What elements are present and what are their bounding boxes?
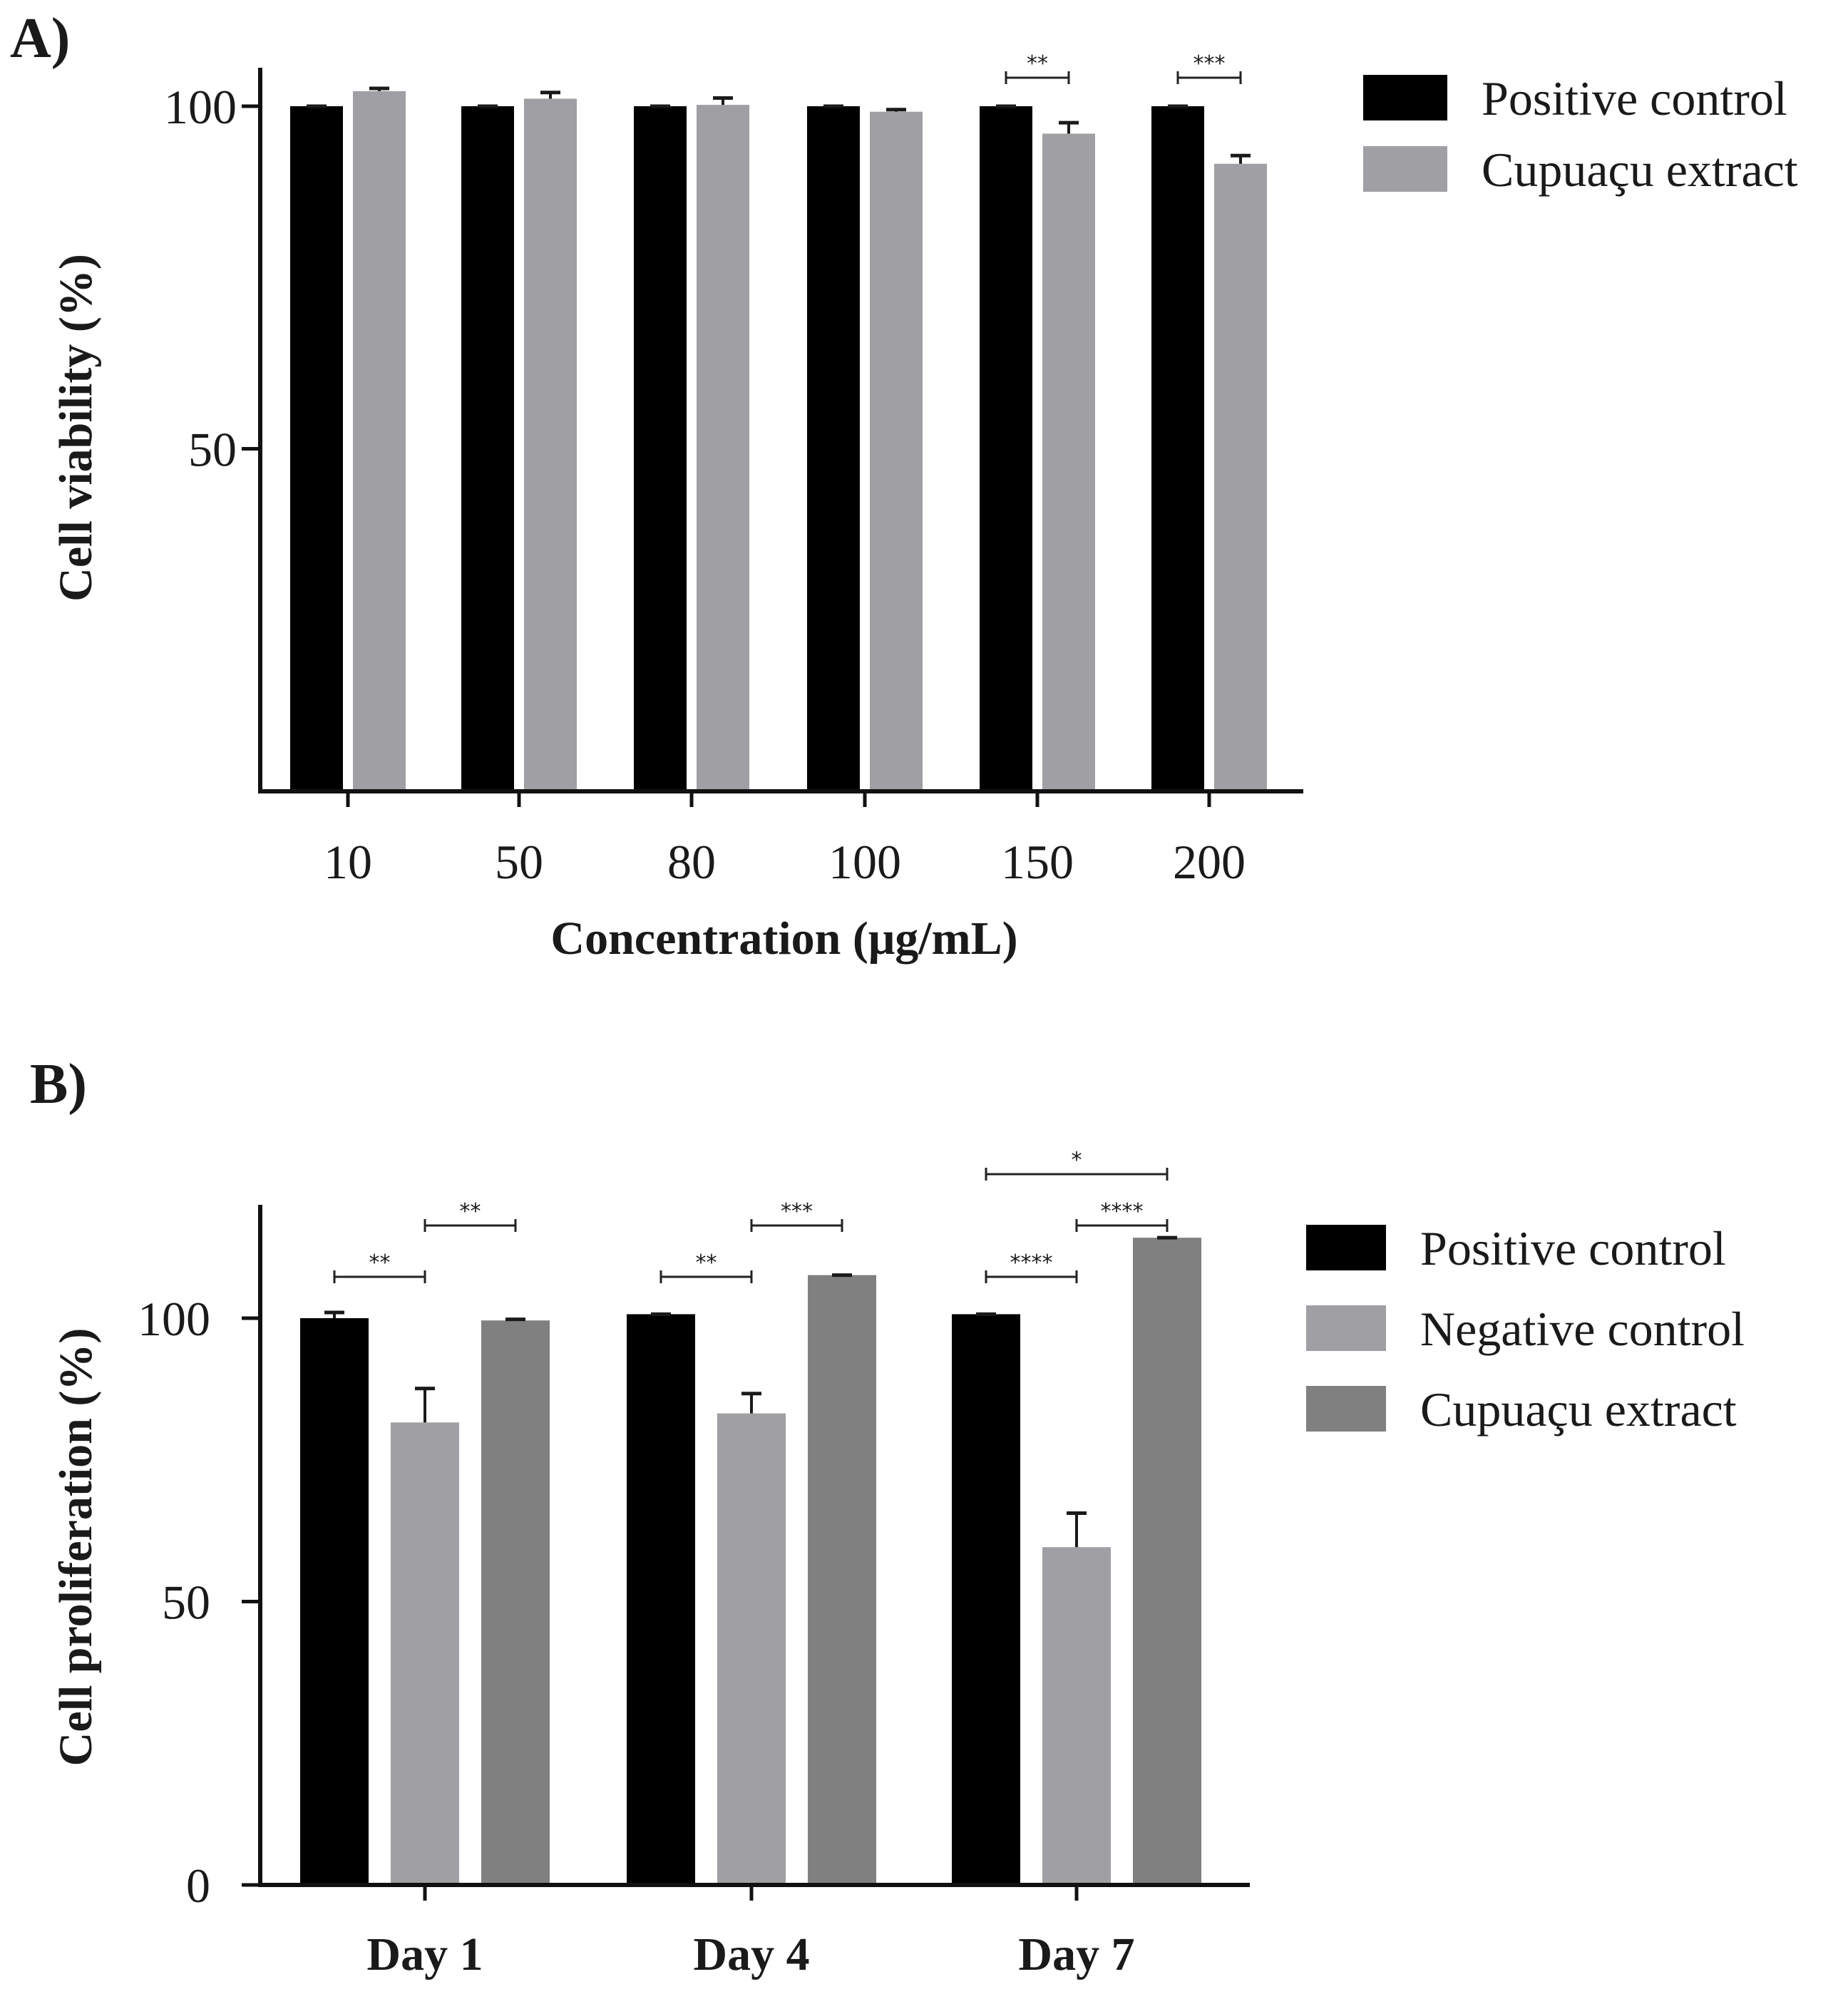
x-tick-label-2: 80 <box>667 835 716 889</box>
legend-label-1: Cupuaçu extract <box>1482 143 1798 197</box>
bar-cupua-u-extract-3 <box>870 111 923 792</box>
bar-positive-control-0 <box>290 106 343 791</box>
bar-positive-control-1 <box>627 1314 695 1885</box>
legend-label-0: Positive control <box>1482 71 1787 125</box>
legend-swatch-2 <box>1306 1386 1386 1432</box>
x-tick-label-3: 100 <box>828 835 901 889</box>
bar-positive-control-5 <box>1151 106 1204 791</box>
significance-label-1: *** <box>1194 51 1226 76</box>
bar-positive-control-1 <box>461 106 514 791</box>
bar-cupua-u-extract-2 <box>697 105 749 791</box>
bar-cupua-u-extract-5 <box>1214 163 1267 791</box>
bar-cupua-u-extract-1 <box>808 1275 876 1885</box>
legend-label-0: Positive control <box>1420 1221 1726 1275</box>
bar-cupua-u-extract-0 <box>481 1320 550 1885</box>
bar-cupua-u-extract-0 <box>353 91 406 791</box>
legend-swatch-0 <box>1363 75 1447 120</box>
panel-a: A) 50 100 10 50 80 100 150 200 Concentration (μg/… <box>10 7 1798 965</box>
x-tick-label-2: Day 7 <box>1018 1928 1134 1980</box>
bar-cupua-u-extract-1 <box>524 98 577 791</box>
legend-swatch-0 <box>1306 1225 1386 1270</box>
significance-label-0: ** <box>1027 51 1048 76</box>
bar-positive-control-2 <box>952 1314 1020 1885</box>
x-tick-label-0: Day 1 <box>366 1928 483 1980</box>
bar-negative-control-1 <box>717 1413 786 1885</box>
bar-positive-control-0 <box>300 1318 369 1885</box>
bar-negative-control-0 <box>391 1422 459 1885</box>
y-tick-label-50: 50 <box>188 423 237 477</box>
y-tick-label-50: 50 <box>162 1576 210 1630</box>
y-tick-label-100: 100 <box>164 80 237 134</box>
x-tick-label-0: 10 <box>324 835 372 889</box>
legend-swatch-1 <box>1363 146 1447 192</box>
bar-positive-control-3 <box>807 106 860 791</box>
y-axis-title: Cell proliferation (%) <box>50 1328 102 1767</box>
x-tick-label-1: Day 4 <box>693 1928 809 1980</box>
significance-label-6: * <box>1072 1148 1082 1173</box>
x-tick-label-5: 200 <box>1173 835 1246 889</box>
x-tick-label-4: 150 <box>1001 835 1074 889</box>
panel-label: B) <box>30 1053 87 1116</box>
y-tick-label-100: 100 <box>138 1292 210 1346</box>
y-axis-title: Cell viability (%) <box>50 254 102 602</box>
legend-swatch-1 <box>1306 1305 1386 1351</box>
y-tick-label-0: 0 <box>186 1859 210 1913</box>
x-tick-label-1: 50 <box>495 835 543 889</box>
significance-label-4: **** <box>1010 1250 1053 1275</box>
legend-label-2: Cupuaçu extract <box>1420 1382 1737 1437</box>
bar-cupua-u-extract-4 <box>1042 133 1095 791</box>
bar-negative-control-2 <box>1042 1547 1111 1885</box>
bar-cupua-u-extract-2 <box>1133 1238 1201 1885</box>
panel-b: B) 0 50 100 Day 1 Day 4 Day 7 Cell proliferatio… <box>30 1053 1745 1980</box>
significance-label-5: **** <box>1101 1199 1144 1224</box>
significance-label-1: ** <box>460 1199 481 1224</box>
x-axis-title: Concentration (μg/mL) <box>550 913 1017 965</box>
significance-label-3: *** <box>781 1199 813 1224</box>
panel-label: A) <box>10 7 70 70</box>
legend-label-1: Negative control <box>1420 1302 1745 1356</box>
bar-positive-control-4 <box>980 106 1032 791</box>
bar-positive-control-2 <box>634 106 687 791</box>
significance-label-2: ** <box>696 1250 717 1275</box>
significance-label-0: ** <box>369 1250 391 1275</box>
